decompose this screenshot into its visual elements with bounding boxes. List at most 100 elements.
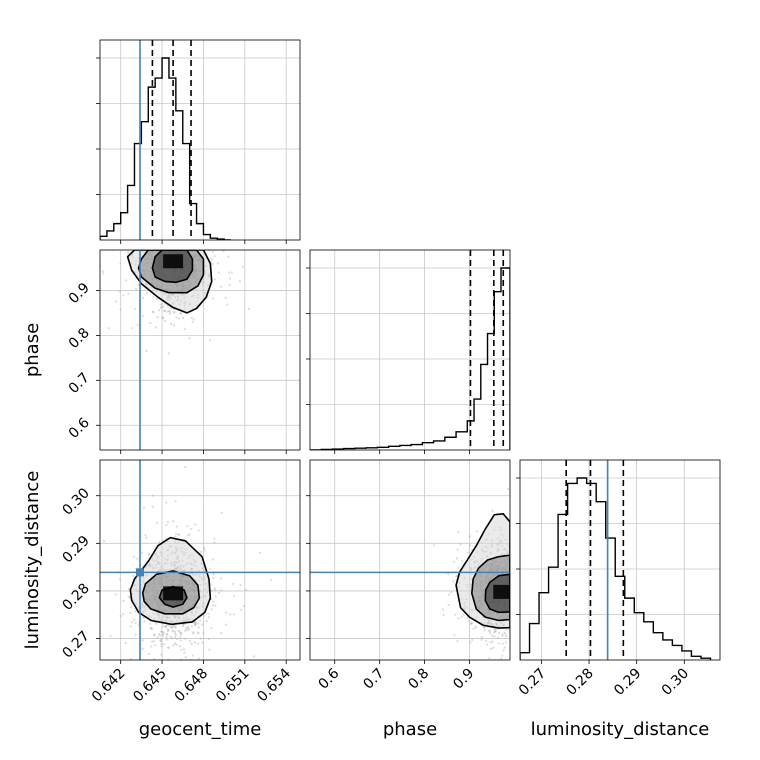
sample-point bbox=[200, 209, 202, 211]
axes-frame bbox=[99, 39, 301, 241]
sample-point bbox=[515, 623, 517, 625]
sample-point bbox=[520, 564, 522, 566]
sample-point bbox=[180, 246, 182, 248]
sample-point bbox=[450, 591, 453, 594]
sample-point bbox=[575, 597, 577, 599]
sample-point bbox=[146, 219, 148, 221]
sample-point bbox=[516, 573, 518, 575]
sample-point bbox=[131, 574, 135, 577]
sample-point bbox=[183, 221, 185, 223]
contour-line bbox=[126, 250, 213, 314]
sample-point bbox=[197, 622, 200, 625]
sample-point bbox=[173, 246, 175, 248]
sample-point bbox=[177, 234, 179, 236]
sample-point bbox=[159, 640, 162, 643]
sample-point bbox=[512, 570, 514, 572]
sample-point bbox=[500, 657, 503, 660]
sample-point bbox=[185, 135, 187, 137]
sample-point bbox=[168, 309, 171, 313]
sample-point bbox=[165, 624, 168, 628]
sample-point bbox=[515, 583, 517, 585]
sample-point bbox=[514, 589, 516, 591]
sample-point bbox=[157, 179, 159, 181]
sample-point bbox=[152, 296, 155, 299]
sample-point bbox=[245, 589, 248, 592]
contour-line bbox=[455, 513, 510, 629]
sample-point bbox=[173, 248, 175, 250]
sample-point bbox=[169, 307, 172, 310]
sample-point bbox=[534, 560, 536, 562]
sample-point bbox=[224, 296, 227, 300]
sample-point bbox=[177, 533, 180, 536]
sample-point bbox=[195, 227, 197, 229]
sample-point bbox=[166, 218, 168, 220]
sample-point bbox=[527, 601, 529, 603]
sample-point bbox=[517, 588, 519, 590]
sample-point bbox=[518, 621, 520, 623]
sample-point bbox=[507, 487, 510, 491]
sample-point bbox=[529, 604, 531, 606]
sample-point bbox=[198, 242, 200, 244]
y-tick-label: 0.7 bbox=[66, 370, 93, 397]
sample-point bbox=[137, 243, 139, 245]
sample-point bbox=[469, 641, 472, 644]
sample-point bbox=[517, 584, 519, 586]
sample-point bbox=[160, 642, 163, 646]
density-peak bbox=[163, 586, 184, 601]
sample-point bbox=[164, 217, 166, 219]
sample-point bbox=[196, 631, 199, 634]
sample-point bbox=[474, 625, 477, 628]
sample-point bbox=[152, 311, 155, 314]
sample-point bbox=[522, 565, 524, 567]
sample-point bbox=[184, 656, 187, 659]
sample-point bbox=[159, 630, 163, 633]
sample-point bbox=[154, 222, 156, 224]
sample-point bbox=[132, 217, 134, 219]
sample-point bbox=[517, 590, 519, 592]
sample-point bbox=[183, 223, 185, 225]
sample-point bbox=[569, 602, 571, 604]
sample-point bbox=[146, 226, 148, 228]
sample-point bbox=[485, 643, 488, 646]
sample-point bbox=[528, 543, 530, 545]
sample-point bbox=[512, 628, 514, 630]
sample-point bbox=[165, 208, 167, 210]
sample-point bbox=[187, 534, 190, 537]
sample-point bbox=[152, 245, 154, 247]
sample-point bbox=[130, 327, 133, 330]
contour-line bbox=[484, 573, 510, 614]
sample-point bbox=[522, 623, 524, 625]
sample-point bbox=[153, 633, 156, 636]
sample-point bbox=[210, 257, 213, 261]
sample-point bbox=[527, 578, 529, 580]
sample-point bbox=[511, 604, 513, 606]
sample-point bbox=[205, 619, 208, 622]
sample-point bbox=[194, 523, 197, 526]
sample-point bbox=[151, 243, 153, 245]
sample-point bbox=[535, 570, 537, 572]
sample-point bbox=[172, 208, 174, 210]
sample-point bbox=[212, 573, 215, 576]
sample-point bbox=[187, 211, 189, 213]
sample-point bbox=[513, 618, 515, 620]
sample-point bbox=[528, 553, 530, 555]
sample-point bbox=[142, 225, 144, 227]
sample-point bbox=[184, 241, 186, 243]
sample-point bbox=[527, 604, 529, 606]
sample-point bbox=[177, 317, 181, 320]
sample-point bbox=[173, 246, 175, 248]
sample-point bbox=[212, 211, 214, 213]
sample-point bbox=[492, 646, 495, 649]
joint-geocent_time-phase-plot-area bbox=[100, 135, 300, 450]
sample-point bbox=[512, 571, 514, 573]
y-tick-label: 0.6 bbox=[66, 415, 93, 442]
sample-point bbox=[177, 199, 179, 201]
sample-point bbox=[156, 245, 158, 247]
sample-point bbox=[154, 644, 157, 647]
sample-point bbox=[176, 232, 178, 234]
sample-point bbox=[147, 220, 149, 222]
sample-point bbox=[156, 238, 158, 240]
sample-point bbox=[184, 232, 186, 234]
sample-point bbox=[183, 244, 185, 246]
sample-point bbox=[149, 321, 152, 325]
